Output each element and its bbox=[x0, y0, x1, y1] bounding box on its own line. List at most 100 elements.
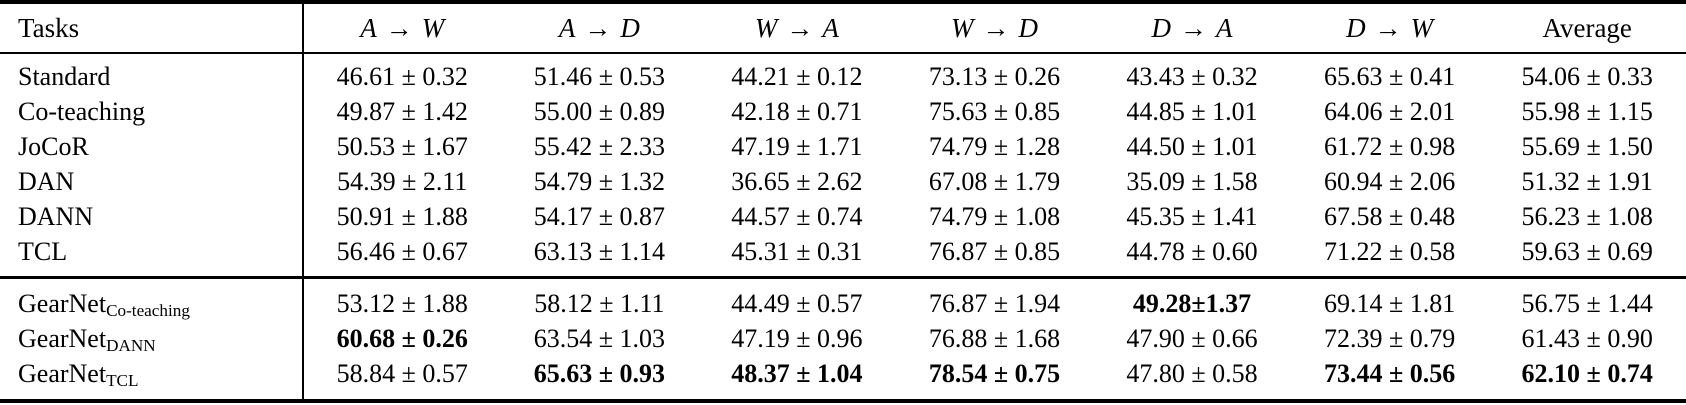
method-subscript: DANN bbox=[106, 335, 156, 355]
score-cell: 35.09 ± 1.58 bbox=[1126, 166, 1258, 196]
score-cell: 61.72 ± 0.98 bbox=[1323, 131, 1456, 161]
score-cell: 65.63 ± 0.41 bbox=[1323, 61, 1456, 91]
tasks-column-header: Tasks bbox=[0, 2, 303, 54]
right-arrow-icon: → bbox=[584, 12, 612, 43]
method-base-name: GearNet bbox=[18, 358, 107, 388]
score-cell: 59.63 ± 0.69 bbox=[1521, 236, 1653, 266]
score-cell: 58.12 ± 1.11 bbox=[500, 276, 699, 321]
score-cell: 67.58 ± 0.48 bbox=[1323, 201, 1456, 231]
score-cell: 63.54 ± 1.03 bbox=[533, 323, 665, 353]
source-domain-letter: D bbox=[1346, 12, 1366, 43]
score-cell: 56.46 ± 0.67 bbox=[302, 234, 501, 278]
score-cell: 67.08 ± 1.79 bbox=[928, 166, 1061, 196]
score-cell: 73.44 ± 0.56 bbox=[1323, 358, 1456, 388]
source-domain-letter: W bbox=[754, 12, 778, 43]
table-row-standard: Standard 46.61 ± 0.32 51.46 ± 0.53 44.21 ± … bbox=[0, 53, 1686, 94]
score-cell: 64.06 ± 2.01 bbox=[1323, 96, 1456, 126]
table-row-co-teaching: Co-teaching 49.87 ± 1.42 55.00 ± 0.89 42.18… bbox=[0, 94, 1686, 129]
score-cell: 44.21 ± 0.12 bbox=[731, 61, 863, 91]
score-cell: 44.85 ± 1.01 bbox=[1126, 96, 1258, 126]
score-cell: 45.35 ± 1.41 bbox=[1126, 201, 1258, 231]
table-row-tcl: TCL 56.46 ± 0.67 63.13 ± 1.14 45.31 ± 0.31 7… bbox=[0, 234, 1686, 278]
table-row-gearnet-co-teaching: GearNetCo-teaching 53.12 ± 1.88 58.12 ± 1.… bbox=[0, 276, 1686, 321]
score-cell: 50.91 ± 1.88 bbox=[302, 199, 501, 234]
right-arrow-icon: → bbox=[982, 12, 1010, 43]
score-cell: 56.75 ± 1.44 bbox=[1488, 276, 1686, 321]
score-cell: 60.68 ± 0.26 bbox=[302, 321, 501, 356]
score-cell: 55.42 ± 2.33 bbox=[533, 131, 665, 161]
column-header-label: Average bbox=[1542, 12, 1632, 43]
score-cell: 44.57 ± 0.74 bbox=[731, 201, 863, 231]
score-cell: 54.39 ± 2.11 bbox=[302, 164, 501, 199]
column-header-d-w: D → W bbox=[1290, 2, 1489, 54]
target-domain-letter: D bbox=[1018, 12, 1038, 43]
score-cell: 60.94 ± 2.06 bbox=[1323, 166, 1456, 196]
method-name: Standard bbox=[0, 53, 303, 94]
score-cell: 54.79 ± 1.32 bbox=[533, 166, 665, 196]
score-cell: 43.43 ± 0.32 bbox=[1126, 61, 1258, 91]
score-cell: 44.50 ± 1.01 bbox=[1126, 131, 1258, 161]
score-cell: 55.00 ± 0.89 bbox=[533, 96, 665, 126]
right-arrow-icon: → bbox=[1180, 12, 1208, 43]
method-base-name: Standard bbox=[18, 61, 111, 91]
column-header-average: Average bbox=[1488, 2, 1686, 54]
score-cell: 56.23 ± 1.08 bbox=[1521, 201, 1653, 231]
score-cell: 74.79 ± 1.28 bbox=[928, 131, 1061, 161]
score-cell: 44.49 ± 0.57 bbox=[698, 276, 896, 321]
target-domain-letter: A bbox=[822, 12, 839, 43]
score-cell: 48.37 ± 1.04 bbox=[731, 358, 863, 388]
score-cell: 75.63 ± 0.85 bbox=[928, 96, 1061, 126]
right-arrow-icon: → bbox=[385, 12, 413, 43]
score-cell: 42.18 ± 0.71 bbox=[731, 96, 863, 126]
score-cell: 63.13 ± 1.14 bbox=[533, 236, 665, 266]
score-cell: 55.98 ± 1.15 bbox=[1521, 96, 1653, 126]
method-subscript: Co-teaching bbox=[106, 300, 190, 320]
score-cell: 50.53 ± 1.67 bbox=[302, 129, 501, 164]
score-cell: 76.88 ± 1.68 bbox=[928, 323, 1061, 353]
method-name: DANN bbox=[0, 199, 303, 234]
method-name: GearNetDANN bbox=[0, 321, 303, 356]
score-cell: 47.80 ± 0.58 bbox=[1126, 358, 1258, 388]
score-cell: 78.54 ± 0.75 bbox=[928, 358, 1061, 388]
method-base-name: GearNet bbox=[18, 288, 107, 318]
source-domain-letter: D bbox=[1151, 12, 1172, 43]
method-name: DAN bbox=[0, 164, 303, 199]
score-cell: 51.46 ± 0.53 bbox=[533, 61, 665, 91]
right-arrow-icon: → bbox=[786, 12, 814, 43]
table-row-gearnet-dann: GearNetDANN 60.68 ± 0.26 63.54 ± 1.03 47.19… bbox=[0, 321, 1686, 356]
score-cell: 61.43 ± 0.90 bbox=[1521, 323, 1653, 353]
score-cell: 58.84 ± 0.57 bbox=[302, 356, 501, 401]
method-name: GearNetTCL bbox=[0, 356, 303, 401]
score-cell: 71.22 ± 0.58 bbox=[1323, 236, 1456, 266]
score-cell: 53.12 ± 1.88 bbox=[302, 276, 501, 321]
source-domain-letter: A bbox=[558, 12, 576, 43]
score-cell: 47.19 ± 1.71 bbox=[731, 131, 863, 161]
column-header-w-a: W → A bbox=[698, 2, 896, 54]
score-cell: 51.32 ± 1.91 bbox=[1521, 166, 1653, 196]
method-name: JoCoR bbox=[0, 129, 303, 164]
score-cell: 49.87 ± 1.42 bbox=[302, 94, 501, 129]
method-base-name: GearNet bbox=[18, 323, 107, 353]
score-cell: 73.13 ± 0.26 bbox=[928, 61, 1061, 91]
table-row-gearnet-tcl: GearNetTCL 58.84 ± 0.57 65.63 ± 0.93 48.37 … bbox=[0, 356, 1686, 401]
method-subscript: TCL bbox=[106, 370, 139, 390]
score-cell: 54.17 ± 0.87 bbox=[533, 201, 665, 231]
score-cell: 46.61 ± 0.32 bbox=[302, 53, 501, 94]
column-header-a-d: A → D bbox=[500, 2, 699, 54]
target-domain-letter: D bbox=[620, 12, 640, 43]
right-arrow-icon: → bbox=[1374, 12, 1402, 43]
source-domain-letter: A bbox=[360, 12, 377, 43]
score-cell: 76.87 ± 1.94 bbox=[895, 276, 1094, 321]
method-base-name: JoCoR bbox=[18, 131, 89, 161]
baseline-method-rows: Standard 46.61 ± 0.32 51.46 ± 0.53 44.21 ± … bbox=[0, 53, 1686, 278]
score-cell: 36.65 ± 2.62 bbox=[731, 166, 863, 196]
score-cell: 49.28±1.37 bbox=[1093, 276, 1291, 321]
source-domain-letter: W bbox=[950, 12, 974, 43]
method-name: TCL bbox=[0, 234, 303, 278]
method-base-name: TCL bbox=[18, 236, 68, 266]
method-base-name: DAN bbox=[18, 166, 75, 196]
target-domain-letter: W bbox=[1410, 12, 1434, 43]
table-row-dann: DANN 50.91 ± 1.88 54.17 ± 0.87 44.57 ± 0.74… bbox=[0, 199, 1686, 234]
